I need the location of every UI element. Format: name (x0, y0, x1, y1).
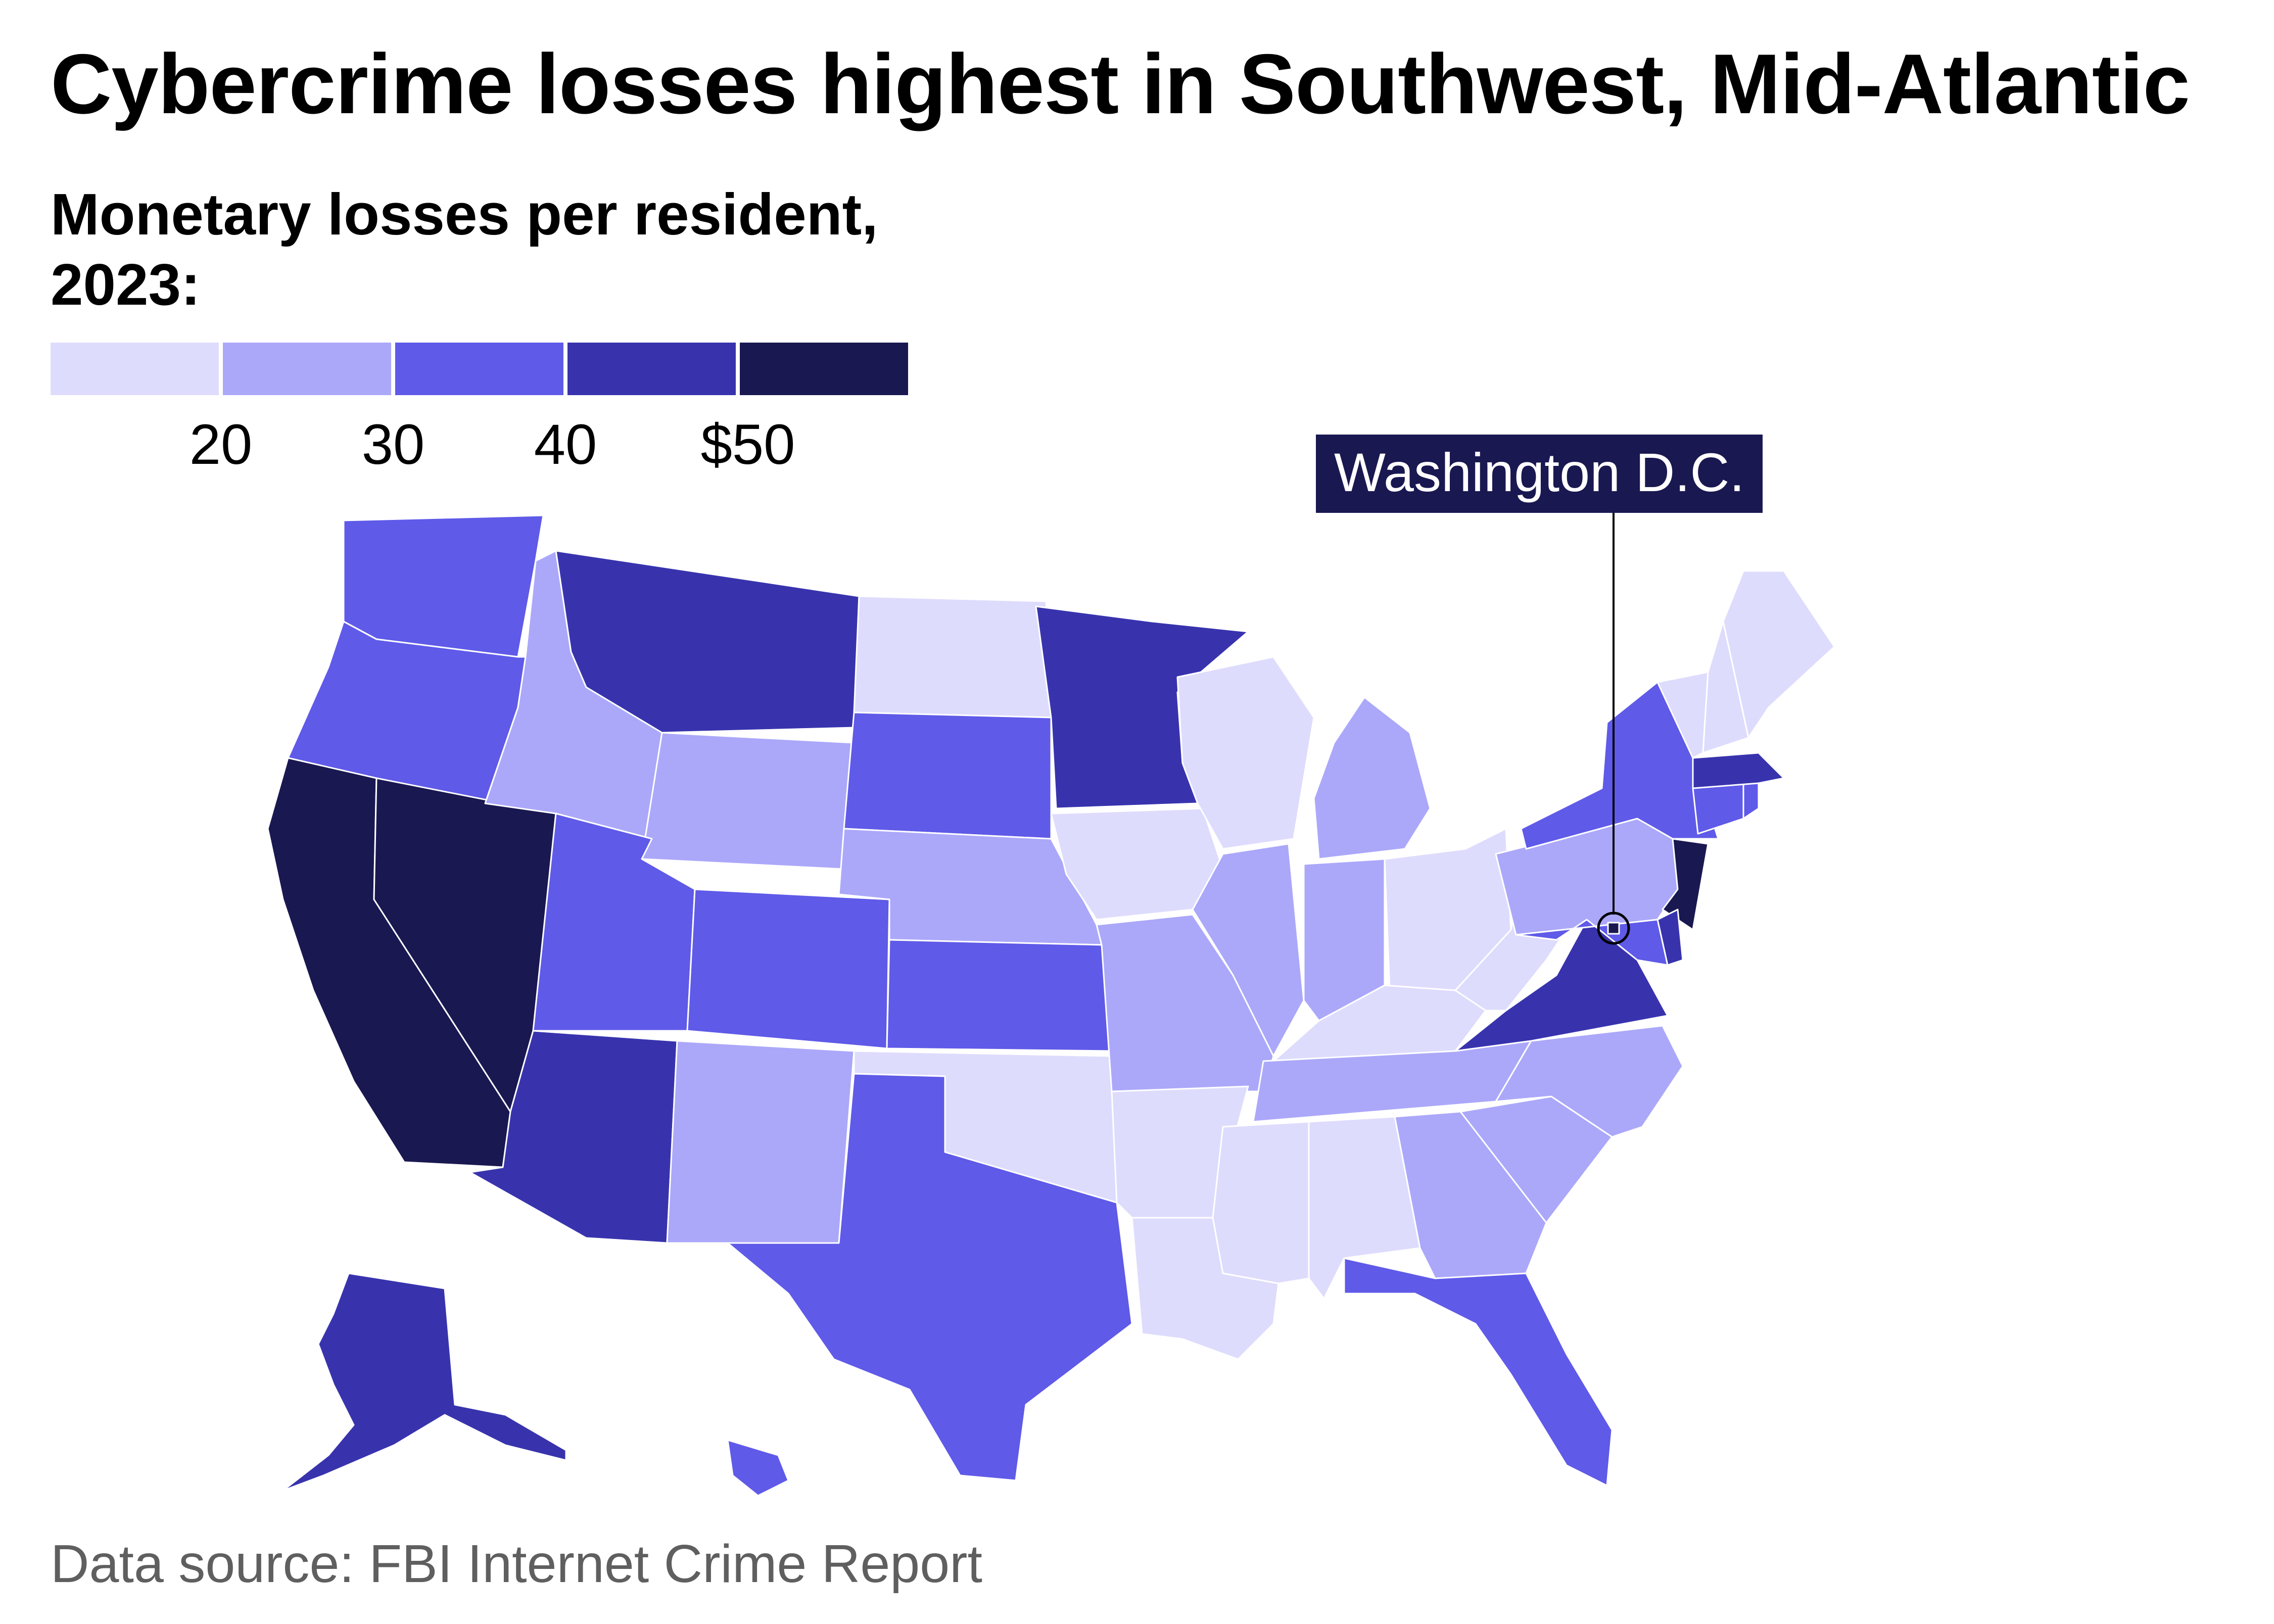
legend-tick-20: 20 (189, 413, 253, 476)
legend-swatch-1 (51, 343, 219, 395)
dc-marker (1597, 912, 1630, 945)
state-ak (282, 1272, 567, 1492)
legend-swatch-3 (395, 343, 563, 395)
state-ks (886, 939, 1113, 1052)
dc-callout-label: Washington D.C. (1316, 435, 1763, 513)
state-ma (1692, 752, 1785, 789)
state-me (1722, 570, 1835, 739)
legend-tick-30: 30 (361, 413, 425, 476)
legend-swatch-5 (740, 343, 908, 395)
legend-swatch-4 (567, 343, 736, 395)
state-tx (727, 1073, 1133, 1482)
state-wa (343, 514, 544, 658)
state-nm (666, 1040, 855, 1244)
state-nd (853, 595, 1052, 719)
state-co (686, 888, 890, 1049)
state-sd (843, 711, 1052, 840)
state-il (1192, 843, 1305, 1057)
legend-tick-50: $50 (700, 413, 795, 476)
legend-title: Monetary losses per resident, 2023: (51, 181, 878, 318)
state-mi (1313, 696, 1431, 860)
state-fl (1343, 1257, 1613, 1487)
state-ms (1212, 1121, 1310, 1284)
state-wi (1176, 656, 1315, 850)
data-source-note: Data source: FBI Internet Crime Report (51, 1534, 982, 1594)
legend-color-scale (51, 343, 908, 395)
legend-swatch-2 (223, 343, 391, 395)
state-ri (1742, 782, 1760, 820)
legend-tick-40: 40 (534, 413, 597, 476)
chart-title: Cybercrime losses highest in Southwest, … (51, 36, 2190, 131)
state-dc (1607, 922, 1620, 935)
state-hi (727, 1439, 789, 1497)
state-wy (641, 732, 855, 870)
state-nc (1495, 1025, 1684, 1138)
state-ct (1692, 782, 1744, 835)
